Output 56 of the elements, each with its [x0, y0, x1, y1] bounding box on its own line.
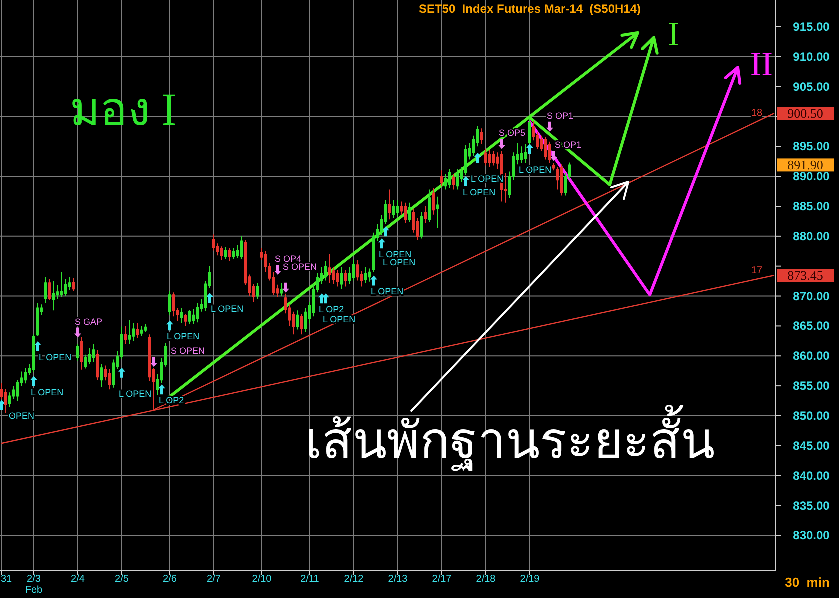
x-tick-label: 2/7 — [207, 574, 222, 585]
y-tick-label: 880.00 — [793, 229, 830, 244]
data-label: L OPEN — [167, 332, 200, 342]
data-label: 873.45 — [788, 268, 824, 284]
data-label: L OPEN — [119, 388, 152, 399]
y-tick-label: 840.00 — [793, 468, 830, 483]
data-label: S OPEN — [171, 346, 206, 356]
data-label: L OPEN — [519, 165, 552, 176]
data-label: L OPEN — [31, 387, 64, 398]
legend-label: II — [750, 46, 773, 84]
x-tick-label: 2/5 — [115, 574, 130, 585]
x-tick-label: 2/6 — [163, 574, 178, 585]
y-tick-label: 855.00 — [793, 379, 830, 394]
x-axis-title: 30 min — [785, 575, 830, 590]
y-tick-label: 845.00 — [793, 438, 830, 453]
chart-title: SET50 Index Futures Mar-14 (S50H14) — [418, 2, 642, 16]
y-tick-label: 850.00 — [793, 408, 830, 423]
y-tick-label: 910.00 — [793, 50, 830, 64]
y-tick-label: 865.00 — [793, 319, 830, 334]
annotation: มอง I — [70, 84, 177, 135]
x-tick-label: 31 — [1, 574, 13, 585]
y-tick-label: 915.00 — [793, 20, 830, 34]
data-label: L OPEN — [463, 187, 496, 198]
data-label: L OPEN — [383, 258, 416, 268]
y-tick-label: 830.00 — [793, 528, 830, 543]
y-tick-label: 870.00 — [793, 289, 830, 304]
x-tick-label: 2/18 — [476, 574, 496, 585]
data-label: S OP1 — [555, 140, 582, 150]
data-label: S OPEN — [283, 262, 318, 272]
data-label: S OP4 — [275, 254, 302, 264]
x-tick-label: 2/12 — [344, 574, 364, 585]
x-tick-label: 2/11 — [300, 574, 320, 585]
data-label: L OPEN — [379, 250, 412, 260]
y-tick-label: 885.00 — [793, 199, 830, 214]
data-label: L OPEN — [371, 286, 404, 297]
x-tick-label: 2/3 Feb — [25, 574, 44, 596]
y-tick-label: 895.00 — [793, 140, 830, 154]
data-label: L OPEN — [211, 304, 244, 314]
annotation: เส้นพักฐานระยะสั้น — [305, 405, 715, 471]
data-label: OPEN — [9, 411, 35, 422]
x-tick-label: 2/19 — [520, 574, 540, 585]
y-tick-label: 860.00 — [793, 349, 830, 364]
data-label: L OPEN — [39, 352, 72, 363]
data-label: 900.50 — [788, 106, 824, 122]
data-label: S OP1 — [547, 110, 574, 121]
legend-label: I — [668, 16, 680, 54]
series-label: 18 — [751, 108, 763, 119]
x-tick-label: 2/13 — [388, 574, 408, 585]
series-label: 17 — [751, 265, 763, 276]
data-label: S GAP — [75, 316, 103, 327]
x-tick-label: 2/10 — [252, 574, 272, 585]
x-tick-label: 2/17 — [432, 574, 452, 585]
y-tick-label: 905.00 — [793, 80, 830, 94]
x-tick-label: 2/4 — [71, 574, 86, 585]
data-label: L OP2 — [319, 304, 344, 315]
y-tick-label: 835.00 — [793, 498, 830, 513]
